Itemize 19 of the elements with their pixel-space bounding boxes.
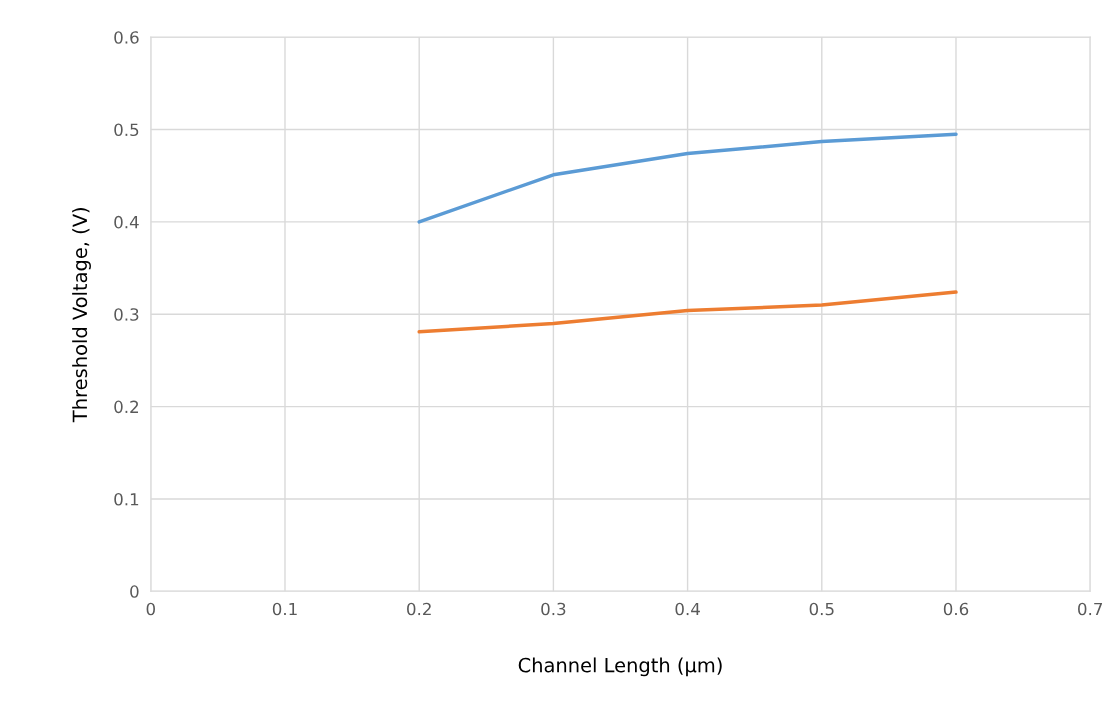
x-tick-label: 0.7 xyxy=(1078,602,1103,616)
x-tick-label: 0.6 xyxy=(943,602,969,616)
x-tick-label: 0 xyxy=(146,602,155,616)
y-tick-label: 0.5 xyxy=(114,123,139,137)
y-tick-label: 0.6 xyxy=(114,31,139,44)
y-tick-label: 0.3 xyxy=(114,308,139,321)
line-series xyxy=(417,132,958,224)
x-tick-label: 0.4 xyxy=(675,602,700,616)
x-tick-label: 0.3 xyxy=(541,602,566,616)
x-axis-title: Channel Length (µm) xyxy=(518,657,722,677)
y-tick-label: 0.4 xyxy=(114,215,139,229)
x-tick-label: 0.1 xyxy=(272,602,297,616)
x-tick-label: 0.2 xyxy=(407,602,431,616)
line-series xyxy=(417,290,958,334)
y-axis-title: Threshold Voltage, (V) xyxy=(72,208,91,423)
y-tick-label: 0.1 xyxy=(114,492,139,506)
y-tick-label: 0.2 xyxy=(114,400,139,414)
x-tick-label: 0.5 xyxy=(809,602,834,616)
y-tick-label: 0 xyxy=(130,585,139,598)
